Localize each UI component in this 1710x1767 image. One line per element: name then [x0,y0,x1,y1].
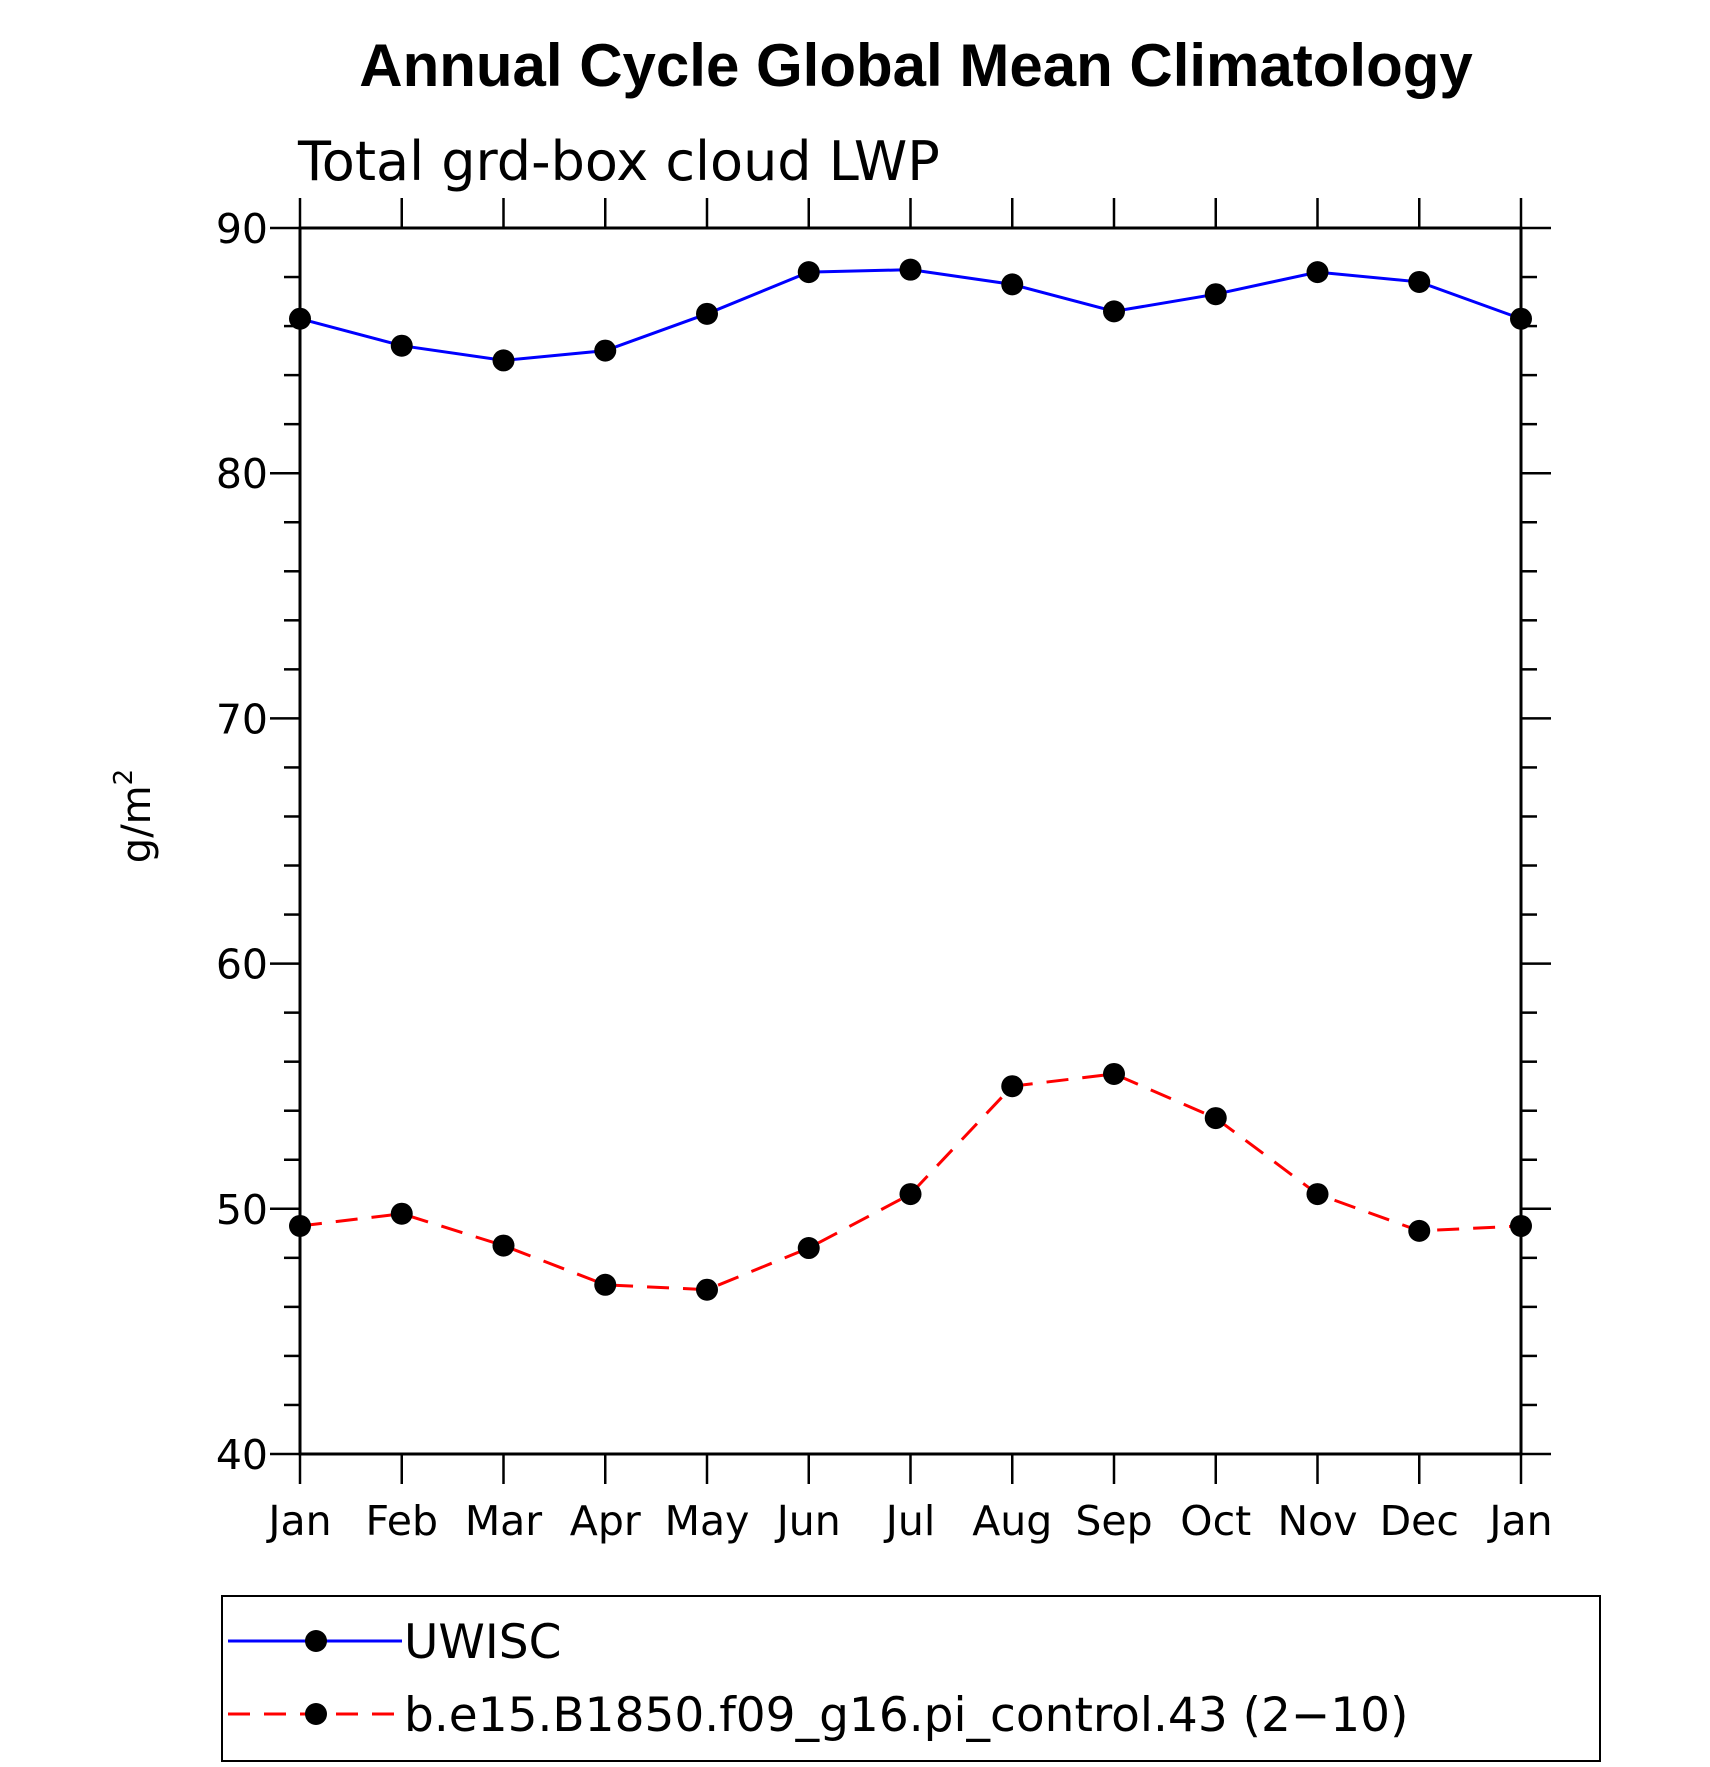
y-axis-label-base: g/m [114,785,160,863]
series-0-point [899,258,922,281]
x-tick-label: Oct [1180,1497,1251,1545]
series-1-point [390,1202,413,1225]
plot-frame [298,226,1523,1456]
legend-marker-model [305,1703,327,1725]
series-1-point [899,1183,922,1206]
series-0-point [1408,270,1431,293]
y-tick-label: 70 [216,695,268,743]
x-tick-label: Jul [883,1497,935,1545]
legend-box [221,1595,1601,1762]
series-0-point [594,339,617,362]
x-tick-label: Jan [265,1497,331,1545]
series-1-point [797,1237,820,1260]
series-line-1 [299,1072,1522,1292]
series-1-point [1306,1183,1329,1206]
x-tick-label: Nov [1277,1497,1357,1545]
x-tick-label: Jun [774,1497,841,1545]
series-0-point [1510,307,1532,330]
x-tick-label: Mar [465,1497,542,1545]
x-tick-label: Jan [1486,1497,1552,1545]
y-tick-label: 90 [216,205,268,253]
x-tick-label: Aug [972,1497,1052,1545]
series-0-point [1001,273,1024,296]
y-tick-label: 40 [216,1431,268,1479]
y-tick-label: 60 [216,941,268,989]
x-tick-label: Feb [365,1497,438,1545]
series-line-0 [299,268,1522,362]
series-0-point [696,302,718,325]
x-tick-label: Sep [1075,1497,1152,1545]
series-layer [289,258,1532,1301]
x-tick-label: May [665,1497,750,1545]
series-1-point [1408,1219,1431,1242]
series-1-point [594,1273,617,1296]
axes: 40 50 60 70 80 90 Jan Feb Mar Apr May Jun Jul Aug Sep O… [216,198,1553,1545]
legend-marker-uwisc [305,1630,327,1652]
y-tick-label: 50 [216,1186,268,1234]
series-1-point [696,1278,718,1301]
y-axis-label-superscript: 2 [109,769,139,786]
series-1-point [1204,1107,1227,1130]
series-1-point [492,1234,515,1257]
series-1-point [289,1214,311,1237]
x-tick-label: Apr [570,1497,641,1545]
series-1-point [1103,1062,1125,1085]
series-0-point [1306,261,1329,284]
series-0-point [797,261,820,284]
series-0-point [1103,300,1125,323]
legend-label-model: b.e15.B1850.f09_g16.pi_control.43 (2−10) [404,1688,1408,1743]
y-axis-label: g/m2 [109,769,160,863]
legend: UWISC b.e15.B1850.f09_g16.pi_control.43 … [221,1595,1601,1762]
chart-subtitle: Total grd-box cloud LWP [297,130,940,193]
series-1-point [1001,1075,1024,1098]
series-1-point [1510,1214,1532,1237]
x-tick-label: Dec [1380,1497,1459,1545]
y-tick-label: 80 [216,450,268,498]
series-0-point [390,334,413,357]
series-0-point [492,349,515,372]
series-0-point [289,307,311,330]
series-0-point [1204,283,1227,306]
chart-title: Annual Cycle Global Mean Climatology [359,32,1473,99]
legend-label-uwisc: UWISC [404,1615,561,1670]
